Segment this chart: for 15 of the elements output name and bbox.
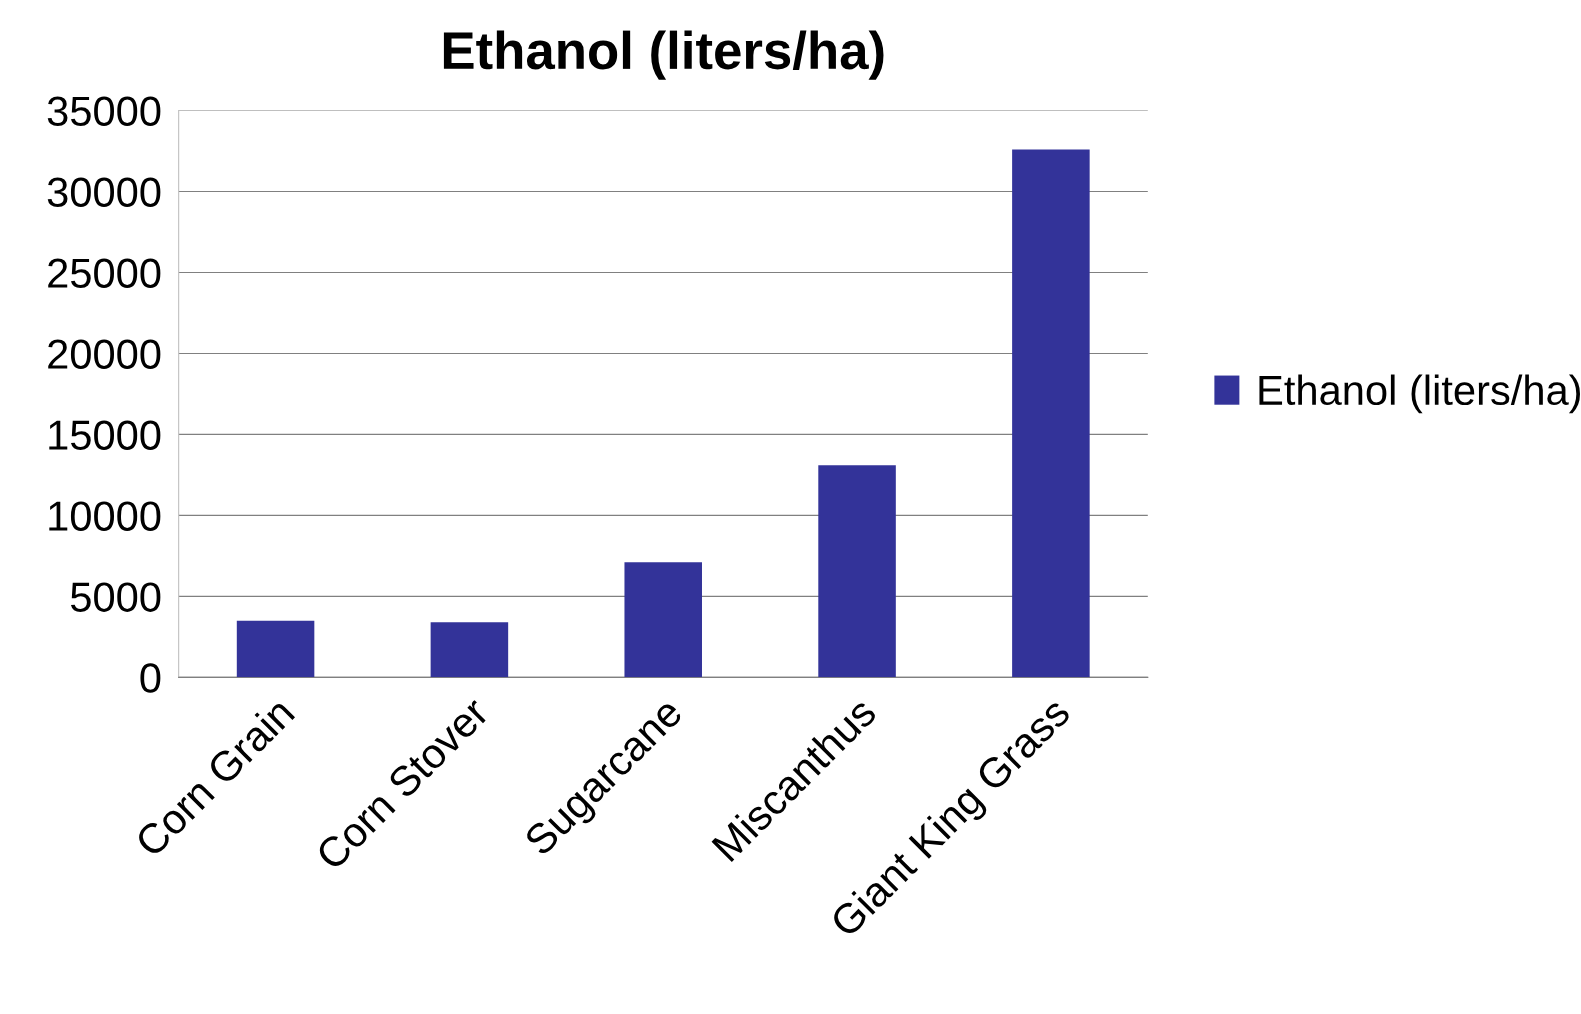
bar [818,465,896,678]
chart-title: Ethanol (liters/ha) [443,30,884,80]
bar [624,562,702,678]
y-tick-label: 10000 [49,501,161,531]
y-tick-label: 15000 [49,420,161,450]
y-tick-label: 20000 [48,339,161,369]
y-tick-label: 5000 [70,582,161,612]
bar [430,622,509,678]
y-tick-label: 30000 [47,177,161,208]
legend-label: Ethanol (liters/ha) [1259,374,1580,414]
y-tick-label: 25000 [48,258,161,288]
bar [236,620,315,678]
y-tick-label: 0 [140,663,161,693]
y-tick-label: 35000 [47,96,161,127]
bar [1012,149,1090,678]
